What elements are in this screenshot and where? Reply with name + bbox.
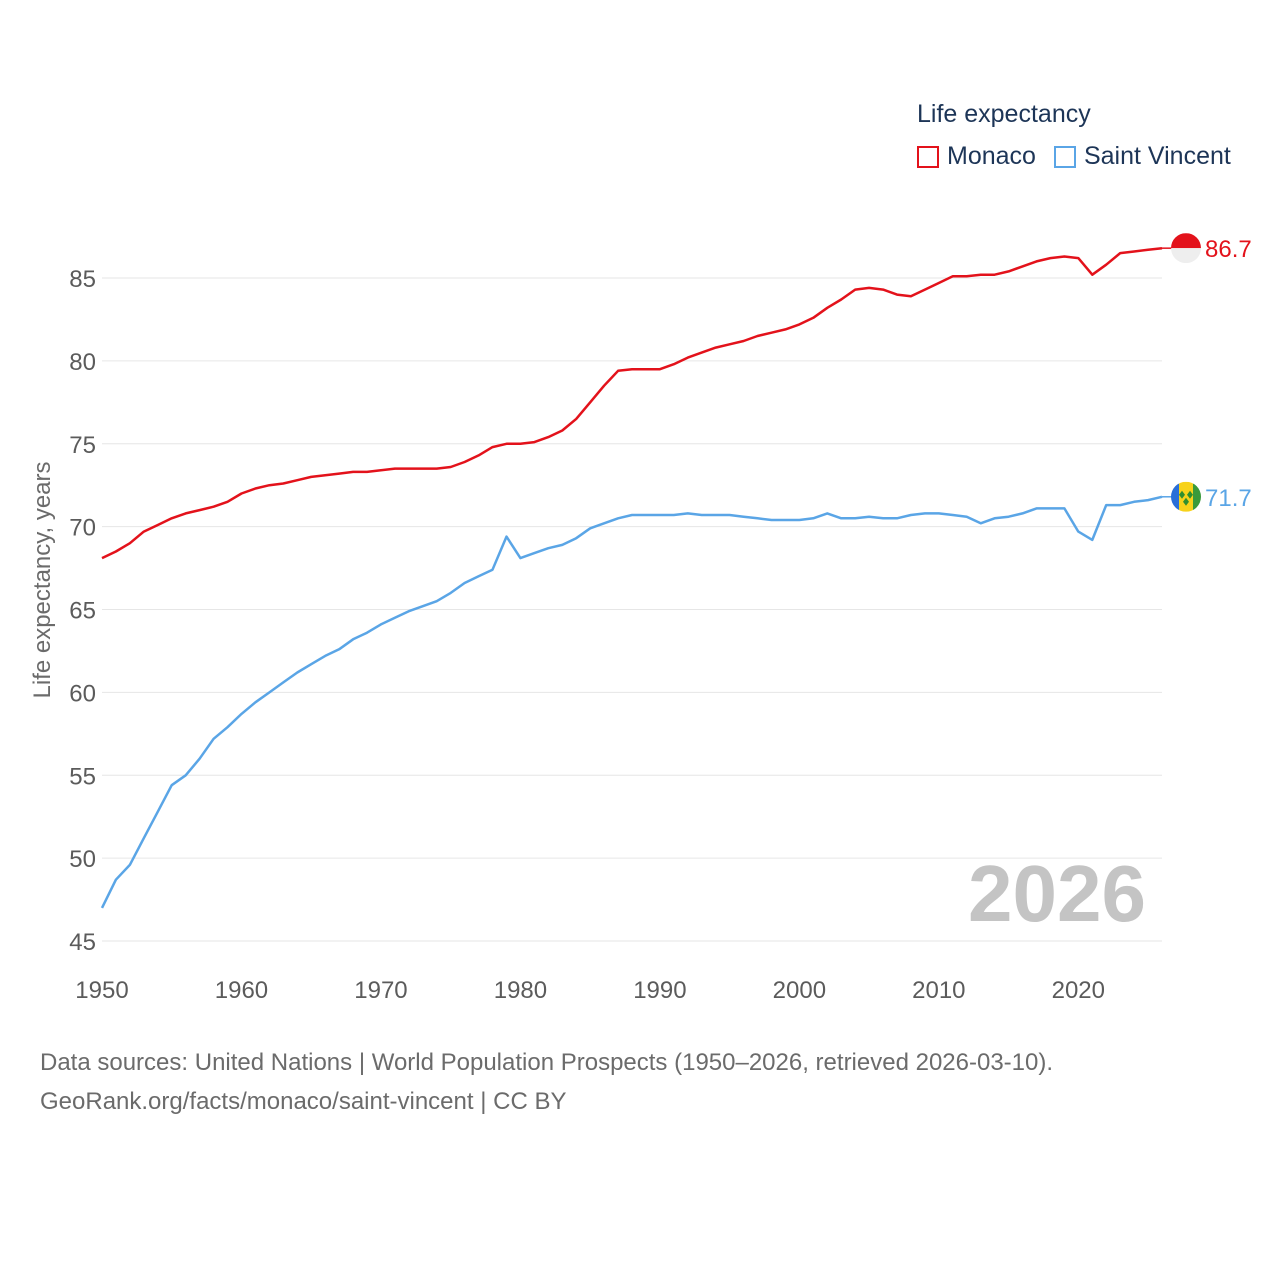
legend-title: Life expectancy [917, 100, 1091, 128]
y-tick-label: 55 [69, 763, 96, 790]
y-tick-label: 65 [69, 598, 96, 625]
y-tick-label: 75 [69, 432, 96, 459]
y-axis-ticks: 45 50 55 60 65 70 75 80 85 [69, 266, 96, 956]
flag-icon-saint-vincent [1171, 481, 1201, 512]
source-line-1: Data sources: United Nations | World Pop… [40, 1049, 1054, 1076]
legend-label-monaco: Monaco [947, 142, 1036, 170]
y-tick-label: 80 [69, 349, 96, 376]
y-tick-label: 60 [69, 680, 96, 707]
legend-swatch-saint-vincent [1053, 145, 1076, 168]
year-watermark: 2026 [968, 849, 1146, 938]
legend-item-monaco[interactable]: Monaco [917, 142, 1036, 171]
x-tick-label: 1990 [633, 977, 686, 1004]
x-tick-label: 2010 [912, 977, 965, 1004]
x-tick-label: 1950 [75, 977, 128, 1004]
legend-item-saint-vincent[interactable]: Saint Vincent [1053, 142, 1231, 171]
series-line-monaco [101, 246, 1163, 560]
y-tick-label: 70 [69, 515, 96, 542]
legend-swatch-monaco [917, 145, 939, 168]
series-end-markers: 86.7 71.7 [1162, 233, 1252, 512]
x-tick-label: 1970 [354, 977, 407, 1004]
source-note: Data sources: United Nations | World Pop… [40, 1043, 1053, 1121]
x-tick-label: 2020 [1052, 977, 1105, 1004]
grid-lines [102, 277, 1162, 942]
x-tick-label: 1980 [494, 977, 547, 1004]
y-axis-label: Life expectancy, years [29, 461, 56, 698]
series-line-saint-vincent [100, 495, 1163, 909]
source-line-2[interactable]: GeoRank.org/facts/monaco/saint-vincent |… [40, 1088, 567, 1115]
flag-icon-monaco [1171, 233, 1201, 264]
x-tick-label: 2000 [773, 977, 826, 1004]
x-axis-ticks: 1950 1960 1970 1980 1990 2000 2010 2020 [75, 977, 1105, 1004]
y-tick-label: 85 [69, 266, 96, 293]
end-value-label-monaco: 86.7 [1205, 236, 1252, 263]
x-tick-label: 1960 [215, 977, 268, 1004]
series-lines [100, 246, 1163, 909]
y-tick-label: 50 [69, 846, 96, 873]
legend[interactable]: Monaco Saint Vincent [917, 142, 1249, 171]
end-value-label-saint-vincent: 71.7 [1205, 485, 1252, 512]
y-tick-label: 45 [69, 929, 96, 956]
legend-label-saint-vincent: Saint Vincent [1083, 142, 1231, 170]
